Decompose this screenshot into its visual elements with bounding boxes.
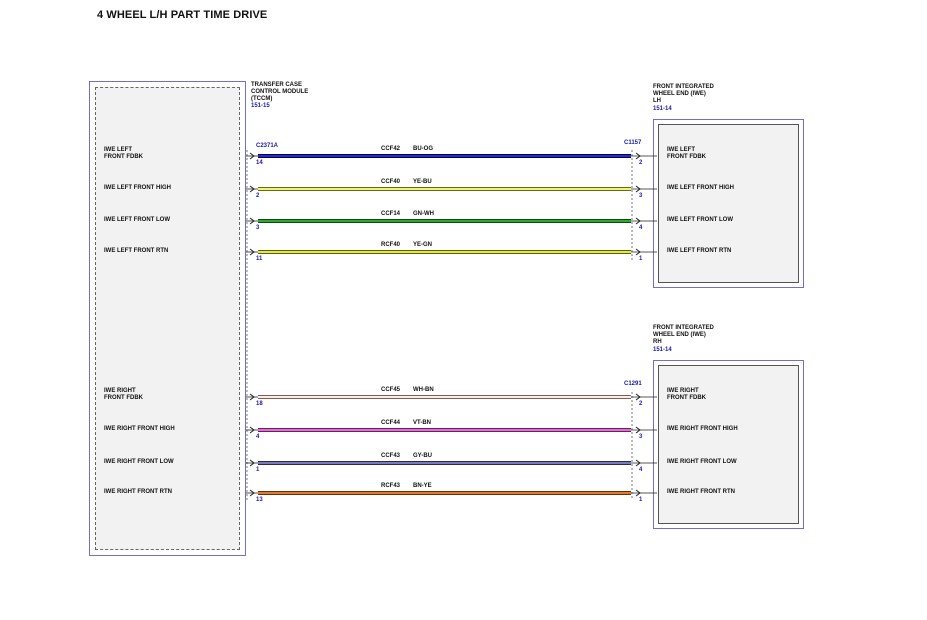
wire-6-right-arrow-icon [635, 426, 641, 434]
wire-4-left-pin: 11 [256, 256, 263, 262]
wire-3-tccm-label-1: IWE LEFT FRONT LOW [104, 217, 170, 223]
iwe-rh-module-inner [658, 365, 799, 524]
wire-8-circuit-id: RCF43 [381, 483, 401, 489]
wire-3-color-code: GN-WH [413, 211, 434, 217]
wire-1-right-pin: 2 [639, 160, 643, 166]
wire-7-right-pin: 4 [639, 467, 643, 473]
wire-4-iwe-label-1: IWE LEFT FRONT RTN [667, 248, 732, 254]
wire-6-iwe-label-1: IWE RIGHT FRONT HIGH [667, 426, 738, 432]
wire-6-left-arrow-icon [249, 426, 255, 434]
iwe-rh-name-line-1: FRONT INTEGRATED [653, 325, 714, 331]
wire-2-right-arrow-icon [635, 185, 641, 193]
wire-8-right-pin: 1 [639, 497, 643, 503]
wire-3-left-pin: 3 [256, 225, 260, 231]
wire-3-right-arrow-icon [635, 217, 641, 225]
wire-5-right-pin: 2 [639, 401, 643, 407]
wire-1-right-arrow-icon [635, 152, 641, 160]
wire-5-tccm-label-1: IWE RIGHT [104, 388, 136, 394]
tccm-name-line-2: CONTROL MODULE [251, 89, 309, 95]
wire-1-iwe-label-2: FRONT FDBK [667, 154, 706, 160]
wire-2-color-code: YE-BU [413, 179, 432, 185]
iwe-lh-name-line-1: FRONT INTEGRATED [653, 84, 714, 90]
wire-5-color-code: WH-BN [413, 387, 434, 393]
wire-6-right-pin: 3 [639, 434, 643, 440]
wire-8-left-pin: 13 [256, 497, 263, 503]
wire-5-circuit-id: CCF45 [381, 387, 401, 393]
wire-1-tccm-label-2: FRONT FDBK [104, 154, 143, 160]
tccm-connector-id: C2371A [256, 143, 279, 149]
wire-4-tccm-label-1: IWE LEFT FRONT RTN [104, 248, 169, 254]
wire-1-left-arrow-icon [249, 152, 255, 160]
wire-1-circuit-id: CCF42 [381, 146, 401, 152]
wire-7-circuit-id: CCF43 [381, 453, 401, 459]
wire-2-right-pin: 3 [639, 193, 643, 199]
iwe-lh-name-line-3: LH [653, 98, 661, 104]
wire-7-left-arrow-icon [249, 459, 255, 467]
wire-5-left-arrow-icon [249, 393, 255, 401]
diagram-title: 4 WHEEL L/H PART TIME DRIVE [97, 9, 268, 21]
iwe-lh-connector-id: C1157 [624, 140, 642, 146]
iwe-rh-connector-id: C1291 [624, 381, 642, 387]
wire-2-left-arrow-icon [249, 185, 255, 193]
wire-7-left-pin: 1 [256, 467, 260, 473]
wire-1-color-code: BU-OG [413, 146, 433, 152]
wire-3-left-arrow-icon [249, 217, 255, 225]
wire-4-left-arrow-icon [249, 248, 255, 256]
wire-8-right-arrow-icon [635, 489, 641, 497]
wire-7-iwe-label-1: IWE RIGHT FRONT LOW [667, 459, 737, 465]
wire-7-right-arrow-icon [635, 459, 641, 467]
wire-3-circuit-id: CCF14 [381, 211, 401, 217]
wire-1-left-pin: 14 [256, 160, 263, 166]
wire-4-circuit-id: RCF40 [381, 242, 401, 248]
wire-5-tccm-label-2: FRONT FDBK [104, 395, 143, 401]
wire-5-iwe-label-2: FRONT FDBK [667, 395, 706, 401]
wire-6-circuit-id: CCF44 [381, 420, 401, 426]
wire-8-tccm-label-1: IWE RIGHT FRONT RTN [104, 489, 172, 495]
wire-4-right-arrow-icon [635, 248, 641, 256]
wire-8-left-arrow-icon [249, 489, 255, 497]
wire-5-right-arrow-icon [635, 393, 641, 401]
wire-1-iwe-label-1: IWE LEFT [667, 147, 695, 153]
iwe-rh-ref: 151-14 [653, 347, 672, 353]
iwe-lh-module-inner [658, 124, 799, 283]
tccm-module-inner [95, 87, 240, 550]
wire-2-left-pin: 2 [256, 193, 260, 199]
wire-6-tccm-label-1: IWE RIGHT FRONT HIGH [104, 426, 175, 432]
wire-4-right-pin: 1 [639, 256, 643, 262]
wire-8-iwe-label-1: IWE RIGHT FRONT RTN [667, 489, 735, 495]
iwe-rh-name-line-2: WHEEL END (IWE) [653, 332, 706, 338]
tccm-name-line-3: (TCCM) [251, 96, 273, 102]
wire-3-iwe-label-1: IWE LEFT FRONT LOW [667, 217, 733, 223]
wire-5-left-pin: 18 [256, 401, 263, 407]
wire-3-right-pin: 4 [639, 225, 643, 231]
wire-5-iwe-label-1: IWE RIGHT [667, 388, 699, 394]
tccm-name-line-1: TRANSFER CASE [251, 82, 303, 88]
iwe-rh-name-line-3: RH [653, 339, 662, 345]
iwe-lh-ref: 151-14 [653, 106, 672, 112]
wire-2-iwe-label-1: IWE LEFT FRONT HIGH [667, 185, 734, 191]
wire-6-left-pin: 4 [256, 434, 260, 440]
wire-6-color-code: VT-BN [413, 420, 431, 426]
wire-7-color-code: GY-BU [413, 453, 433, 459]
wire-4-color-code: YE-GN [413, 242, 433, 248]
wire-2-circuit-id: CCF40 [381, 179, 401, 185]
wire-2-tccm-label-1: IWE LEFT FRONT HIGH [104, 185, 171, 191]
tccm-ref: 151-15 [251, 103, 270, 109]
wire-7-tccm-label-1: IWE RIGHT FRONT LOW [104, 459, 174, 465]
wire-1-tccm-label-1: IWE LEFT [104, 147, 132, 153]
iwe-lh-name-line-2: WHEEL END (IWE) [653, 91, 706, 97]
wire-8-color-code: BN-YE [413, 483, 432, 489]
